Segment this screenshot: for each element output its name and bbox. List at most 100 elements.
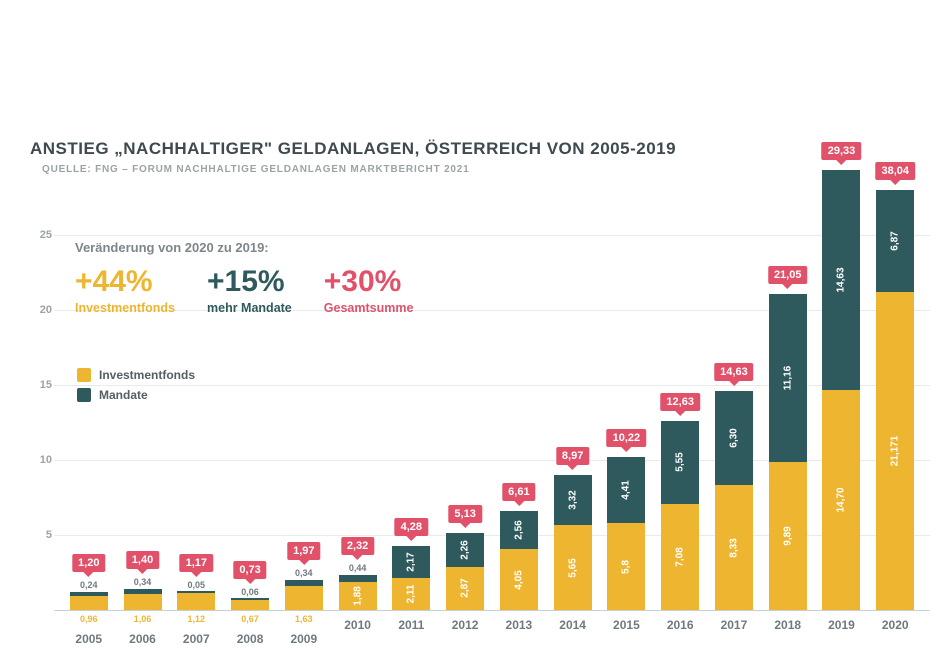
x-label: 2014 [559,618,586,632]
bar-investmentfonds-label: 2,11 [406,585,417,604]
stat-small: mehr Mandate [207,301,292,315]
bar-mandate: 2,26 [446,533,484,567]
bar-investmentfonds [124,594,162,610]
bar-mandate [124,589,162,594]
bar-mandate-label: 0,06 [241,587,259,597]
bar-mandate-label: 0,24 [80,580,98,590]
x-label: 2008 [237,632,264,646]
bar-investmentfonds: 7,08 [661,504,699,610]
total-badge: 8,97 [556,447,589,465]
y-tick: 20 [40,304,52,316]
bar-mandate-label: 0,34 [134,577,152,587]
bar-investmentfonds-label: 2,87 [460,579,471,598]
bar-investmentfonds [231,600,269,610]
y-tick: 5 [46,529,52,541]
bar-investmentfonds-label: 9,89 [782,526,793,545]
overlay-stats: +44%Investmentfonds+15%mehr Mandate+30%G… [75,267,515,315]
x-label: 2013 [506,618,533,632]
total-badge: 10,22 [607,429,647,447]
bar-investmentfonds: 9,89 [769,462,807,610]
bar-investmentfonds-label: 1,12 [188,614,206,624]
y-tick: 15 [40,379,52,391]
stat-small: Investmentfonds [75,301,175,315]
bar-investmentfonds-label: 1,63 [295,614,313,624]
total-badge: 14,63 [714,363,754,381]
bar-mandate: 11,16 [769,294,807,461]
bar-mandate: 2,56 [500,511,538,549]
bar-mandate: 2,17 [392,546,430,579]
legend-item: Investmentfonds [77,368,195,382]
total-badge: 1,17 [180,554,213,572]
y-axis: 510152025 [26,190,52,610]
bar-mandate [231,598,269,600]
legend-swatch [77,368,91,382]
bar-investmentfonds: 8,33 [715,485,753,610]
stat-big: +44% [75,267,175,297]
bar-mandate: 14,63 [822,170,860,389]
bar-investmentfonds-label: 8,33 [728,538,739,557]
x-label: 2015 [613,618,640,632]
stat-big: +30% [324,267,414,297]
bar-investmentfonds-label: 1,88 [352,586,363,605]
x-label: 2007 [183,632,210,646]
bar-mandate-label: 6,30 [728,428,739,447]
bar-mandate-label: 14,63 [836,267,847,292]
bar-investmentfonds-label: 4,05 [513,570,524,589]
total-badge: 1,97 [287,542,320,560]
bar-investmentfonds: 2,87 [446,567,484,610]
total-badge: 1,40 [126,551,159,569]
stat-big: +15% [207,267,292,297]
bar-mandate [177,591,215,593]
total-badge: 6,61 [502,483,535,501]
total-badge: 38,04 [875,162,915,180]
bar-investmentfonds: 14,70 [822,390,860,611]
x-label: 2009 [290,632,317,646]
legend-label: Mandate [99,388,148,402]
bar-mandate: 5,55 [661,421,699,504]
bar-mandate: 6,30 [715,391,753,486]
bar-investmentfonds [285,586,323,610]
x-label: 2016 [667,618,694,632]
bar-mandate-label: 0,44 [349,563,367,573]
bar-investmentfonds-label: 5,65 [567,558,578,577]
total-badge: 5,13 [448,505,481,523]
bar-investmentfonds-label: 0,67 [241,614,259,624]
bar-mandate-label: 3,32 [567,491,578,510]
x-label: 2011 [398,618,424,632]
total-badge: 29,33 [822,142,862,160]
bar-mandate: 3,32 [554,475,592,525]
bar-mandate-label: 2,17 [406,552,417,571]
bar-investmentfonds: 1,88 [339,582,377,610]
bar-investmentfonds: 5,8 [607,523,645,610]
bar-mandate [70,592,108,596]
stat-block: +15% mehr Mandate [207,267,292,315]
x-label: 2012 [452,618,479,632]
bar-investmentfonds-label: 1,06 [134,614,152,624]
bar-investmentfonds-label: 21,171 [890,436,901,467]
total-badge: 21,05 [768,266,808,284]
x-label: 2017 [721,618,748,632]
bar-mandate-label: 2,26 [460,540,471,559]
bar-investmentfonds: 4,05 [500,549,538,610]
change-overlay: Veränderung von 2020 zu 2019: +44%Invest… [75,240,515,315]
x-label: 2005 [75,632,102,646]
bar-investmentfonds-label: 14,70 [836,487,847,512]
total-badge: 2,32 [341,537,374,555]
legend-item: Mandate [77,388,195,402]
y-tick: 25 [40,229,52,241]
x-label: 2019 [828,618,855,632]
total-badge: 1,20 [72,554,105,572]
bar-investmentfonds: 2,11 [392,578,430,610]
bar-investmentfonds [70,596,108,610]
bar-investmentfonds [177,593,215,610]
bar-mandate: 4,41 [607,457,645,523]
total-badge: 0,73 [233,561,266,579]
x-label: 2020 [882,618,909,632]
chart-title: ANSTIEG „NACHHALTIGER" GELDANLAGEN, ÖSTE… [30,139,676,159]
bar-investmentfonds-label: 0,96 [80,614,98,624]
bar-mandate-label: 0,34 [295,568,313,578]
bar-mandate-label: 5,55 [675,452,686,471]
bar-mandate-label: 2,56 [513,520,524,539]
bar-mandate-label: 4,41 [621,480,632,499]
x-label: 2006 [129,632,156,646]
